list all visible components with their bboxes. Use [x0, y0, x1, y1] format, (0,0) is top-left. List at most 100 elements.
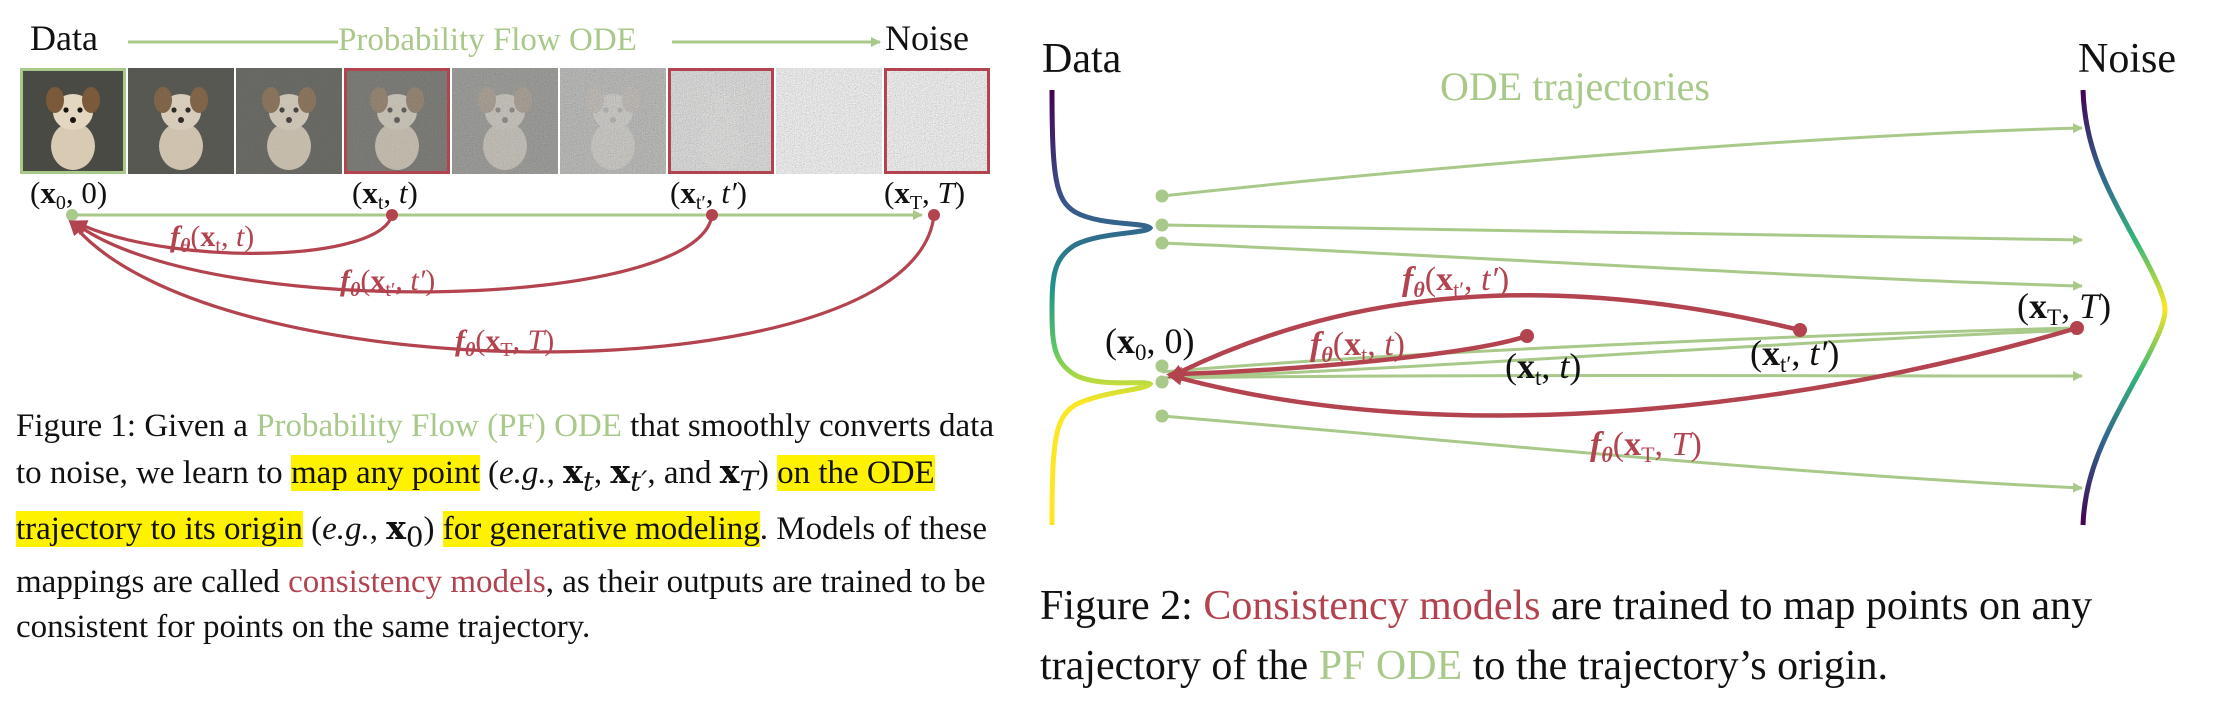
fig1-dot-xT [928, 209, 940, 221]
cap1-x0-sub: 0 [405, 521, 424, 554]
cap2-prefix: Figure 2: [1040, 583, 1204, 629]
fig1-map-xt: fθ(xt, t) [170, 220, 254, 257]
fig1-noise-label: Noise [885, 18, 969, 58]
cap1-text-3: ) [757, 455, 778, 491]
trajectory-4 [1161, 325, 2083, 380]
figure-1: Data Noise Probability Flow ODE (x0, 0) … [20, 18, 990, 361]
noise-overlay [776, 68, 882, 174]
cap1-xt: x [563, 452, 583, 491]
cap1-eg: e.g. [499, 455, 547, 491]
fig2-trajectories-label: ODE trajectories [1440, 64, 1710, 109]
trajectory-5 [1161, 370, 2083, 381]
cap1-xT-sub: T [739, 465, 758, 498]
fig2-point-xt: (xt, t) [1505, 346, 1581, 390]
cap2-text-2: to the trajectory’s origin. [1462, 643, 1888, 689]
fig1-flow-label: Probability Flow ODE [338, 22, 637, 58]
noise-overlay [884, 68, 990, 174]
strip-frame [128, 68, 234, 174]
trajectory-start-dots [1155, 189, 1169, 423]
cap1-consistency-models: consistency models [288, 564, 546, 601]
fig1-arc-xT [68, 214, 936, 354]
strip-frame [236, 68, 342, 174]
trajectory-3 [1161, 241, 2083, 291]
figure-2-caption: Figure 2: Consistency models are trained… [1040, 576, 2220, 696]
cap1-pf-ode: Probability Flow (PF) ODE [256, 408, 622, 444]
cap1-xt-sub: t [582, 465, 594, 498]
cap1-xT: x [719, 452, 740, 491]
fig2-map-xtp: fθ(xt′, t′) [1402, 261, 1509, 302]
cap1-text-6: , as their outputs are trained to be con… [16, 564, 986, 646]
fig2-point-xtp: (xt′, t′) [1750, 333, 1839, 377]
fig1-dot-xt [386, 209, 398, 221]
image-strip [20, 68, 990, 174]
fig2-dot-xT [2070, 321, 2084, 335]
fig1-origin-dot [66, 209, 78, 221]
strip-frame [776, 68, 882, 174]
trajectory-6 [1161, 414, 2083, 493]
noise-overlay [668, 68, 774, 174]
cap1-prefix: Figure 1: Given a [16, 408, 257, 444]
cap1-text-2a: ( [479, 455, 499, 491]
noise-overlay [344, 68, 450, 174]
fig1-point-xt: (xt, t) [352, 175, 418, 214]
cap1-text-4a: ( [302, 510, 323, 547]
fig1-point-xtp: (xt′, t′) [670, 175, 747, 214]
frame-highlight-border [668, 68, 774, 174]
fig2-point-xT: (xT, T) [2017, 286, 2111, 330]
cap2-consistency-models: Consistency models [1203, 583, 1541, 629]
fig2-arc-xt [1166, 333, 1528, 381]
frame-highlight-border [20, 68, 126, 174]
strip-frame [668, 68, 774, 174]
noise-overlay [128, 68, 234, 174]
strip-frame [560, 68, 666, 174]
fig2-arc-xtp [1167, 292, 1801, 379]
data-distribution-curve [1049, 89, 1154, 526]
strip-frame [884, 68, 990, 174]
fig2-map-xT: fθ(xT, T) [1590, 426, 1702, 467]
noise-overlay [452, 68, 558, 174]
fig2-dot-xt [1520, 329, 1534, 343]
fig2-data-label: Data [1042, 36, 1122, 82]
cap1-text-1: that smoothly converts data to noise, we… [16, 408, 994, 491]
fig1-arc-xt [71, 214, 394, 255]
cap1-and: , and [647, 455, 720, 491]
fig1-map-xtp: fθ(xt′, t′) [340, 264, 435, 301]
fig2-noise-label: Noise [2078, 36, 2176, 82]
figure-2: Data Noise ODE trajectories [1042, 36, 2176, 526]
cap1-text-2b: , [546, 455, 564, 491]
noise-distribution-curve [2080, 89, 2168, 526]
fig1-arc-xtp [70, 214, 714, 294]
cap1-comma: , [593, 455, 603, 491]
figure-1-caption: Figure 1: Given a Probability Flow (PF) … [16, 404, 1006, 650]
trajectory-2 [1161, 223, 2083, 245]
cap1-eg-2: e.g. [322, 510, 370, 547]
strip-frame [452, 68, 558, 174]
trajectory-1 [1161, 123, 2083, 198]
strip-frame [20, 68, 126, 174]
cap1-xtp-sub: t′ [630, 465, 648, 498]
trajectory-main [1161, 326, 2076, 374]
cap1-highlight-3: for generative modeling [442, 510, 760, 547]
fig1-map-xT: fθ(xT, T) [455, 324, 554, 361]
frame-highlight-border [884, 68, 990, 174]
strip-frame [344, 68, 450, 174]
noise-overlay [236, 68, 342, 174]
cap1-text-4c: ) [423, 510, 443, 547]
fig1-point-xT: (xT, T) [884, 175, 965, 214]
fig1-dot-xtp [706, 209, 718, 221]
noise-overlay [560, 68, 666, 174]
frame-highlight-border [344, 68, 450, 174]
cap2-pf-ode: PF ODE [1318, 643, 1463, 689]
cap1-highlight-1: map any point [290, 455, 480, 491]
cap1-x0: x [386, 507, 406, 547]
fig2-dot-xtp [1793, 323, 1807, 337]
cap1-text-4b: , [369, 510, 387, 547]
fig2-arc-xT [1166, 325, 2078, 418]
cap1-text-5: . Models of these mappings are called [16, 510, 988, 601]
cap2-text-1: are trained to map points on any traject… [1040, 583, 2093, 689]
fig2-point-x0: (x0, 0) [1105, 321, 1195, 365]
fig2-map-xt: fθ(xt, t) [1310, 326, 1405, 367]
cap1-xtp: x [610, 452, 631, 491]
dog-image [46, 87, 100, 170]
